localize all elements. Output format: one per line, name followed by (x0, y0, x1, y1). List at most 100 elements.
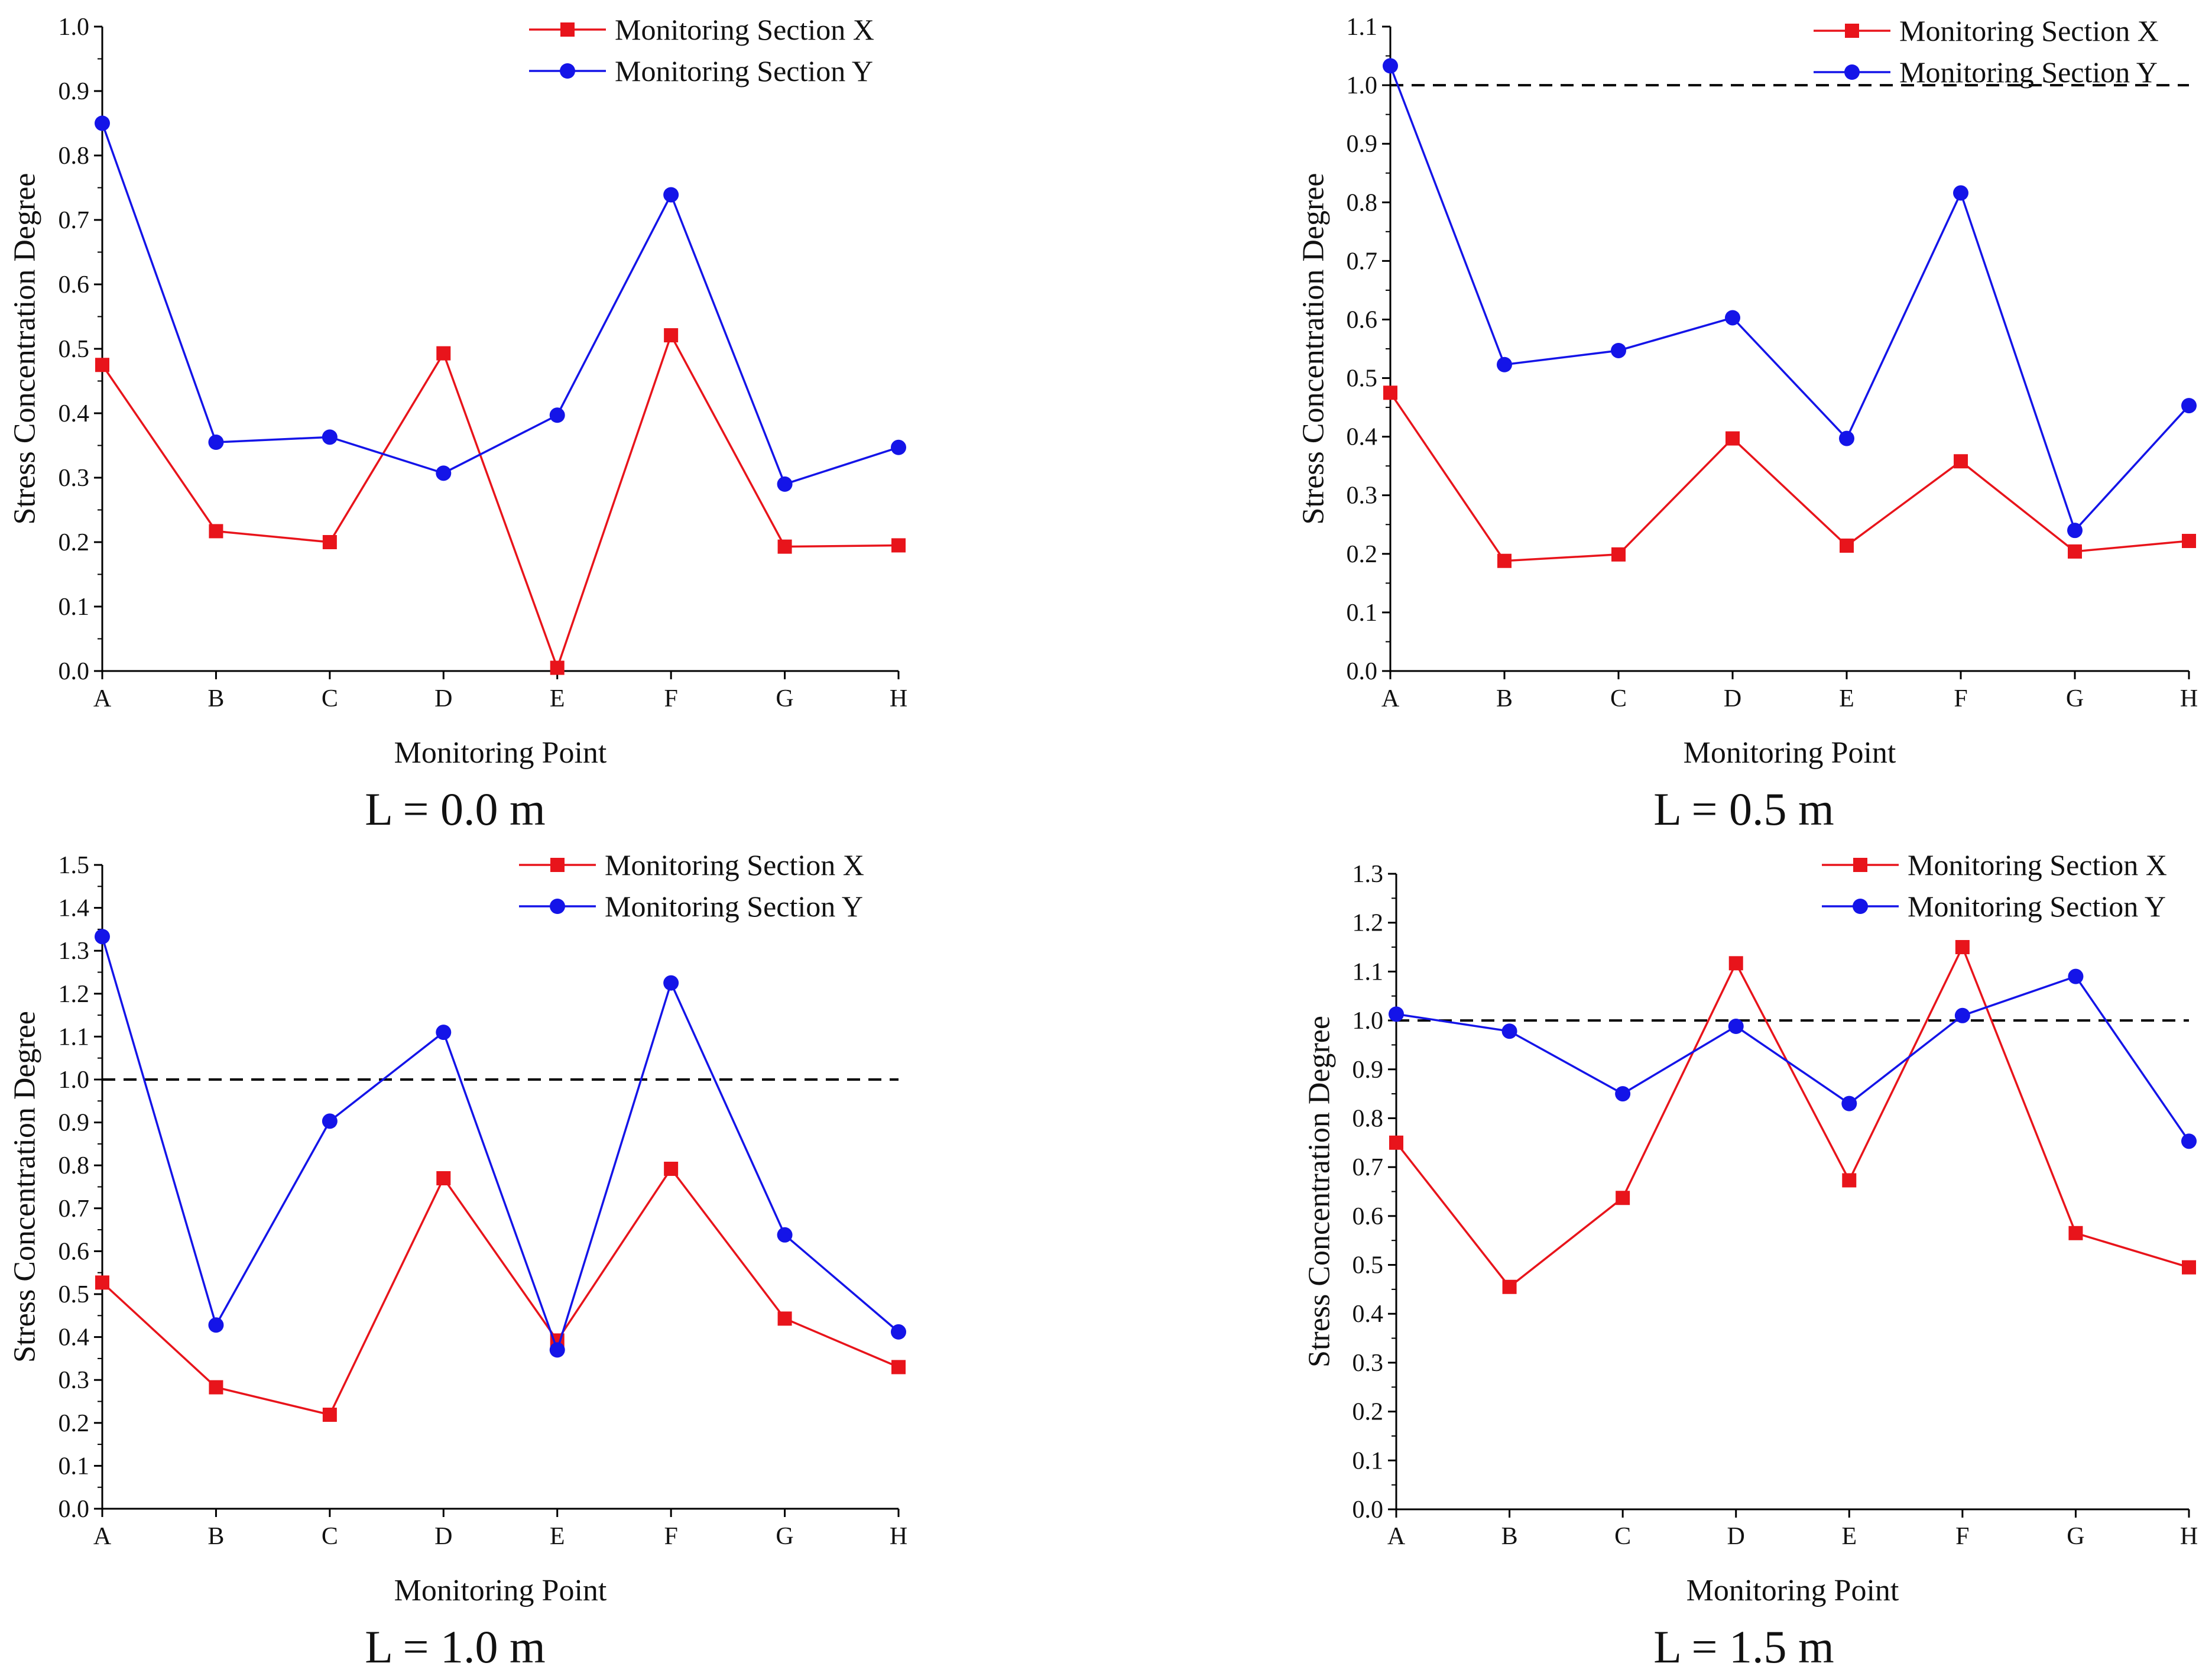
data-point (1383, 58, 1398, 74)
data-point (1616, 1191, 1630, 1205)
y-tick-label: 0.3 (1353, 1350, 1384, 1377)
data-point (1389, 1006, 1404, 1022)
x-axis-title: Monitoring Point (1686, 1574, 1899, 1607)
x-tick-label: A (1381, 685, 1400, 712)
y-tick-label: 1.3 (1353, 861, 1384, 888)
data-point (549, 407, 565, 423)
data-point (1728, 1019, 1744, 1034)
data-point (1728, 956, 1743, 971)
series-line (1395, 944, 2190, 1289)
y-tick-label: 1.0 (1353, 1007, 1384, 1035)
legend-marker (550, 899, 565, 914)
y-tick-label: 0.9 (1347, 131, 1378, 158)
x-tick-label: A (1387, 1523, 1406, 1550)
x-tick-label: D (434, 1523, 452, 1550)
data-point (1955, 940, 1970, 955)
y-tick-label: 0.3 (59, 465, 90, 492)
x-tick-label: H (2180, 1523, 2198, 1550)
x-tick-label: E (1839, 685, 1854, 712)
panel-caption: L = 1.0 m (365, 1621, 545, 1672)
data-point (1389, 1135, 1403, 1150)
data-point (1953, 185, 1968, 201)
data-point (2068, 968, 2084, 984)
x-tick-label: G (2066, 685, 2084, 712)
data-point (95, 1275, 109, 1290)
y-axis-title: Stress Concentration Degree (8, 173, 42, 525)
data-point (1615, 1086, 1631, 1102)
y-tick-label: 0.9 (1353, 1056, 1384, 1084)
legend-label: Monitoring Section Y (615, 54, 873, 87)
y-tick-label: 0.0 (59, 658, 90, 685)
data-point (777, 539, 792, 554)
y-tick-label: 0.2 (59, 529, 90, 556)
series-x (95, 1162, 906, 1422)
data-point (208, 1317, 224, 1333)
x-tick-label: A (93, 685, 112, 712)
series-line (1389, 65, 2190, 533)
legend-label: Monitoring Section Y (605, 890, 863, 923)
y-tick-label: 0.5 (1347, 365, 1378, 393)
data-point (891, 1324, 906, 1340)
x-tick-label: C (1610, 685, 1627, 712)
legend: Monitoring Section X Monitoring Section Y (519, 848, 864, 923)
data-point (2181, 1133, 2197, 1149)
data-point (663, 975, 679, 991)
y-tick-label: 1.0 (59, 1067, 90, 1094)
data-point (2182, 1260, 2196, 1275)
x-tick-label: F (664, 1523, 677, 1550)
y-tick-label: 0.2 (1353, 1399, 1384, 1426)
legend-label: Monitoring Section Y (1908, 890, 2166, 923)
data-point (436, 346, 451, 361)
data-point (1497, 356, 1512, 372)
x-axis-title: Monitoring Point (394, 736, 607, 770)
y-tick-label: 0.8 (1347, 189, 1378, 216)
series-x (1383, 385, 2196, 568)
y-tick-label: 0.6 (1353, 1203, 1384, 1230)
legend-label: Monitoring Section X (1899, 14, 2159, 47)
data-point (1725, 310, 1740, 326)
data-point (2068, 544, 2082, 559)
y-tick-label: 0.6 (59, 271, 90, 299)
y-tick-label: 0.1 (1347, 599, 1378, 627)
chart-panel-2: 0.0 0.1 0.2 0.3 0.4 0.5 0.6 0.7 0.8 0.9 1.0 1.1 A B C D… (1297, 14, 2198, 835)
data-point (1954, 454, 1968, 469)
chart-panel-4: 0.0 0.1 0.2 0.3 0.4 0.5 0.6 0.7 0.8 0.9 1.0 1.1 1.2 1… (1303, 848, 2198, 1672)
data-point (95, 358, 109, 372)
data-point (2182, 534, 2196, 549)
y-axis-title: Stress Concentration Degree (8, 1011, 42, 1363)
y-tick-label: 1.0 (1347, 72, 1378, 99)
y-tick-label: 0.8 (1353, 1105, 1384, 1132)
y-tick-label: 1.5 (59, 852, 90, 879)
series-y (95, 115, 906, 492)
y-tick-label: 0.7 (1347, 248, 1378, 275)
legend-marker (1845, 24, 1859, 38)
legend: Monitoring Section X Monitoring Section Y (1822, 848, 2167, 923)
legend-label: Monitoring Section X (605, 848, 864, 881)
y-tick-label: 0.3 (59, 1367, 90, 1394)
y-tick-label: 1.4 (59, 895, 90, 922)
y-tick-label: 0.6 (59, 1238, 90, 1265)
data-point (95, 115, 110, 131)
legend-marker (1853, 899, 1868, 914)
x-tick-label: G (2067, 1523, 2084, 1550)
data-point (1497, 553, 1512, 568)
legend-marker (1853, 858, 1867, 872)
y-tick-label: 0.7 (1353, 1154, 1384, 1181)
y-tick-label: 0.5 (1353, 1252, 1384, 1279)
data-point (95, 929, 110, 945)
data-point (549, 1342, 565, 1358)
data-point (891, 1360, 906, 1375)
data-point (2181, 398, 2197, 414)
data-point (1841, 1095, 1857, 1111)
series-line (101, 936, 900, 1353)
y-tick-label: 0.9 (59, 78, 90, 105)
x-tick-label: D (1727, 1523, 1745, 1550)
x-tick-label: D (434, 685, 452, 712)
data-point (1611, 547, 1626, 562)
legend-marker (560, 22, 575, 37)
series-line (101, 332, 899, 671)
y-tick-label: 0.0 (1353, 1496, 1384, 1524)
x-tick-label: B (207, 685, 224, 712)
series-y (1389, 968, 2197, 1149)
